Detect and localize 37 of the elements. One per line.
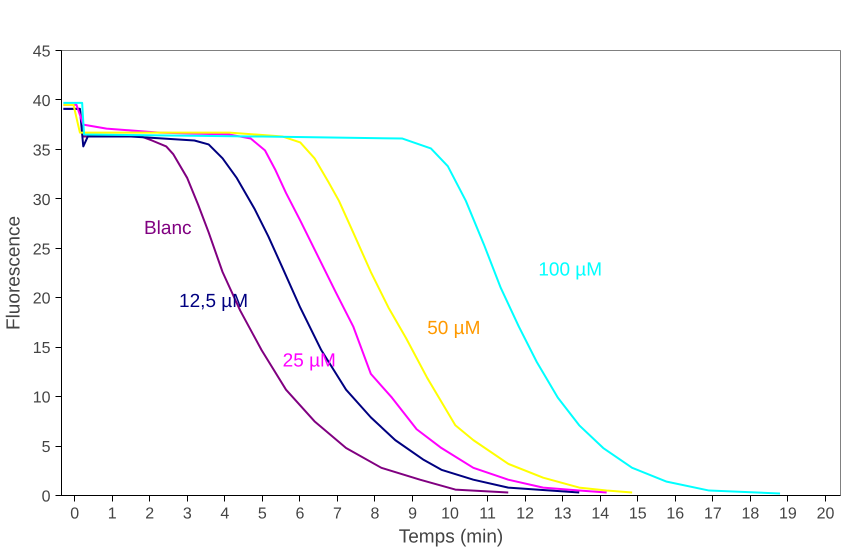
- line-series: [62, 102, 782, 495]
- y-tick-label: 0: [42, 488, 51, 506]
- y-tick-label: 5: [42, 439, 51, 456]
- x-tick-label: 12: [516, 506, 534, 522]
- y-tick-label: 35: [32, 142, 51, 160]
- x-tick-label: 13: [554, 506, 572, 522]
- x-tick-label: 15: [628, 506, 647, 522]
- x-tick-label: 11: [479, 506, 496, 522]
- y-axis-title: Fluorescence: [4, 216, 25, 330]
- y-tick-label: 45: [32, 44, 51, 60]
- x-tick-label: 17: [704, 506, 722, 522]
- x-tick-label: 7: [332, 506, 342, 522]
- x-tick-label: 5: [258, 506, 267, 522]
- x-tick-label: 1: [108, 506, 117, 522]
- x-tick-label: 8: [370, 506, 380, 522]
- x-tick-label: 19: [779, 506, 797, 522]
- series-label: Blanc: [144, 218, 192, 239]
- x-tick-label: 0: [70, 506, 80, 522]
- x-tick-label: 6: [295, 506, 304, 522]
- x-tick-label: 2: [145, 506, 154, 522]
- y-tick-label: 20: [32, 290, 51, 308]
- x-tick-label: 9: [408, 506, 418, 522]
- x-tick-label: 4: [220, 506, 230, 522]
- x-tick-label: 16: [666, 506, 684, 522]
- y-tick-label: 10: [32, 390, 51, 407]
- y-tick-label: 30: [32, 192, 51, 209]
- series-label: 50 µM: [427, 318, 480, 339]
- x-tick-label: 18: [742, 506, 760, 522]
- y-tick-label: 25: [32, 241, 51, 258]
- x-axis-title: Temps (min): [398, 526, 504, 548]
- x-tick-label: 3: [182, 506, 192, 522]
- y-tick-label: 15: [32, 340, 51, 358]
- x-tick-label: 20: [816, 506, 834, 522]
- x-tick-label: 14: [591, 506, 610, 522]
- series-label: 100 µM: [538, 260, 602, 281]
- y-tick-label: 40: [32, 92, 51, 110]
- x-tick-label: 10: [441, 506, 460, 522]
